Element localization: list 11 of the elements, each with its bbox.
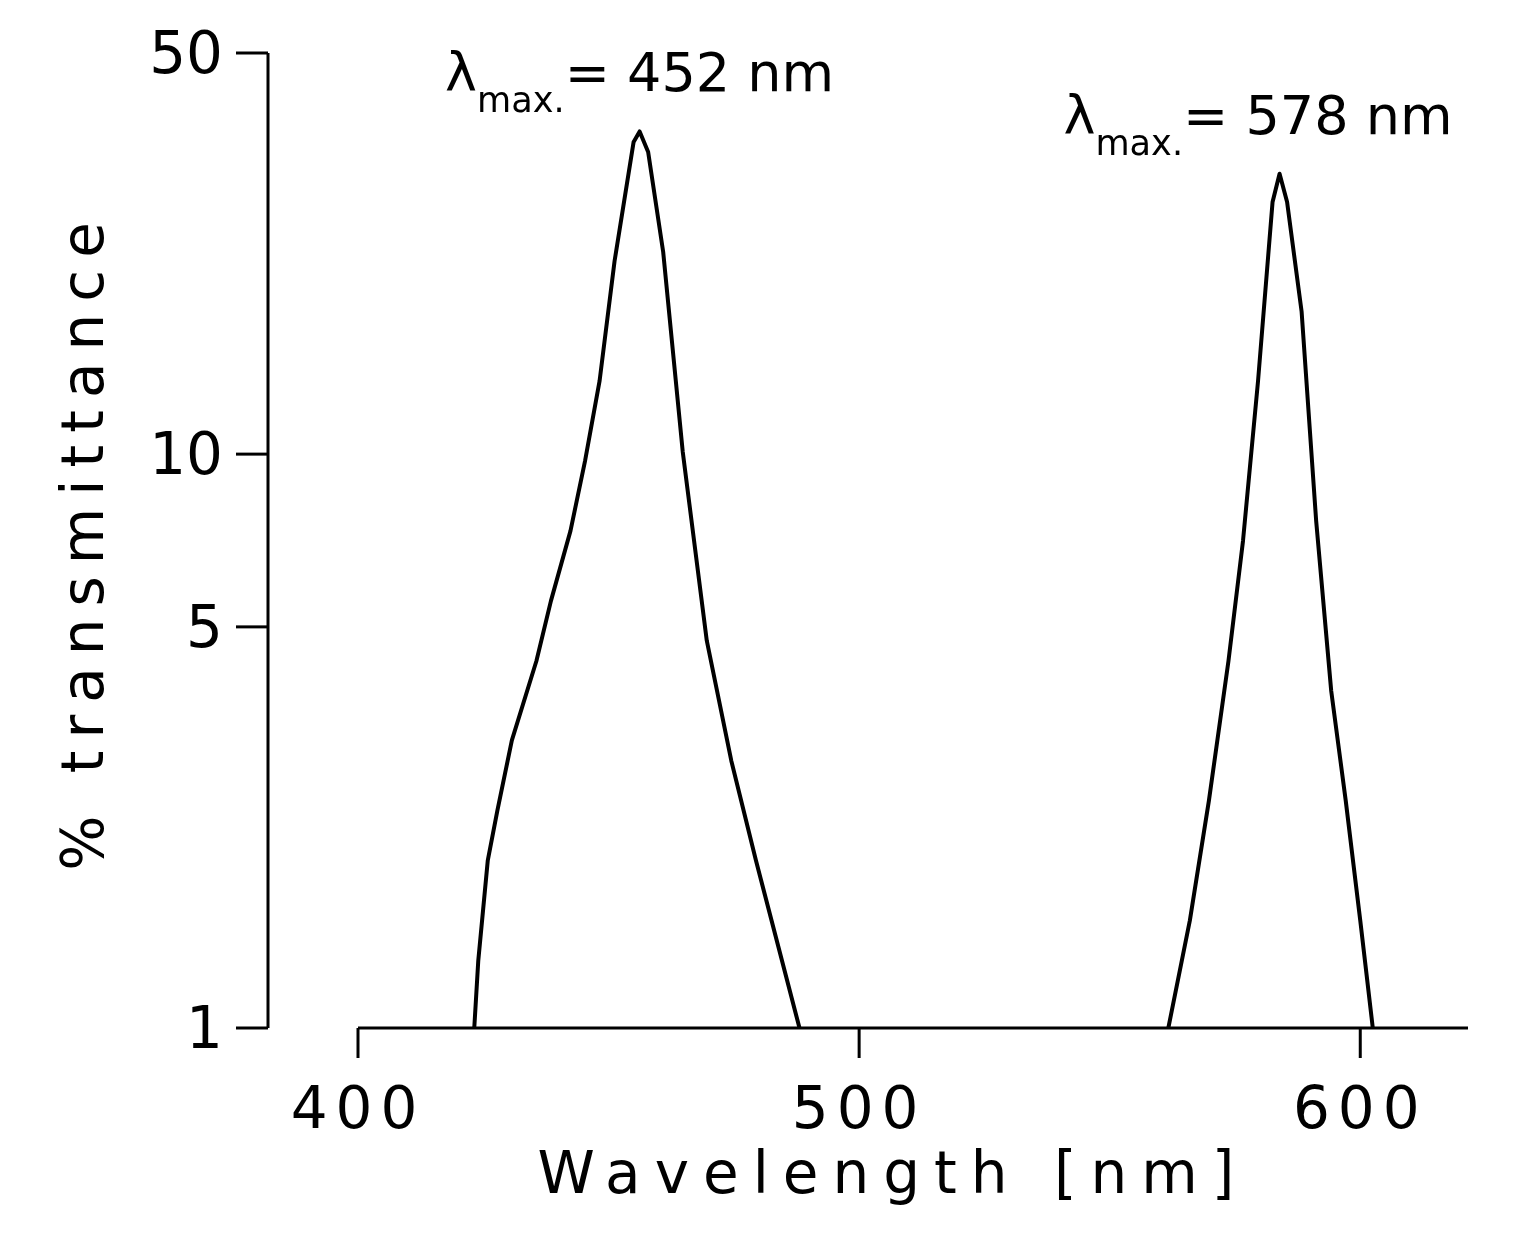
x-tick-label: 400 <box>290 1074 426 1142</box>
y-tick-label: 50 <box>149 19 223 88</box>
x-axis-title: Wavelength [nm] <box>537 1139 1249 1207</box>
annotation: λ$_{max.}$= 452 nm <box>445 41 835 120</box>
y-tick-label: 5 <box>186 593 223 662</box>
x-tick-label: 600 <box>1292 1074 1428 1142</box>
annotation: λ$_{max.}$= 578 nm <box>1063 83 1453 163</box>
x-tick-label: 500 <box>791 1074 927 1142</box>
y-axis-title: % transmittance <box>49 210 117 871</box>
y-tick-label: 10 <box>149 420 223 489</box>
y-tick-label: 1 <box>186 994 223 1063</box>
